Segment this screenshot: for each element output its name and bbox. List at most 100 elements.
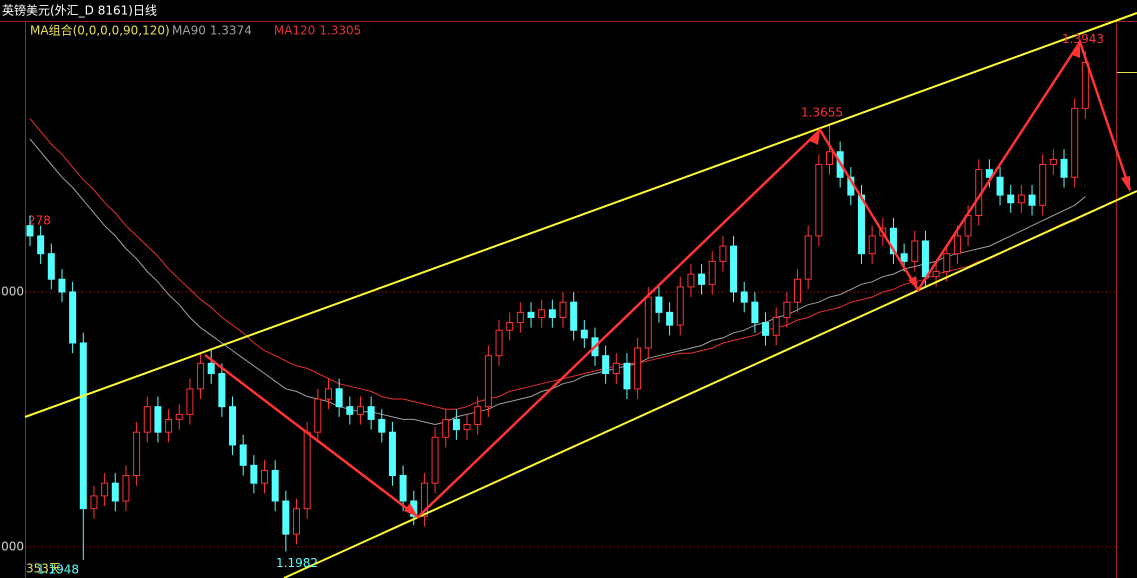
y-tick-label: 2000 <box>0 539 24 553</box>
legend-value: 1.3305 <box>319 24 361 38</box>
candle-body <box>1039 164 1047 206</box>
candle-body <box>751 301 759 324</box>
candle-body <box>1049 158 1057 166</box>
bars-count: 353天 <box>26 562 61 576</box>
candle-body <box>783 301 791 318</box>
extreme-label: 1.3943 <box>1062 32 1104 46</box>
candle-body <box>516 311 524 324</box>
arrow-head <box>908 276 918 290</box>
candle-body <box>346 406 354 415</box>
candle-body <box>356 406 364 415</box>
legend-name: MA90 <box>172 24 206 38</box>
candle-body <box>570 301 578 331</box>
candle-body <box>378 418 386 433</box>
candle-body <box>250 464 258 484</box>
candle-body <box>548 309 556 318</box>
candle-body <box>367 406 375 420</box>
candle-body <box>868 235 876 255</box>
candle-body <box>676 286 684 326</box>
candle-body <box>889 227 897 255</box>
candle-body <box>698 273 706 285</box>
candle-body <box>932 271 940 278</box>
candle-body <box>293 508 300 535</box>
candle-body <box>495 329 503 357</box>
candle-body <box>644 296 652 349</box>
candle-body <box>559 301 567 318</box>
candle-body <box>207 362 215 375</box>
candle-body <box>1017 194 1025 204</box>
candle-body <box>740 291 748 303</box>
candle-body <box>474 406 482 426</box>
candle-body <box>634 347 642 390</box>
chart-title: 英镑美元(外汇_D 8161)日线 <box>2 3 157 18</box>
candle-body <box>815 164 823 237</box>
candle-body <box>708 260 716 285</box>
candle-body <box>431 436 439 484</box>
candle-body <box>857 194 865 255</box>
grid: 3000 2000 278 <box>0 214 1116 553</box>
candle-body <box>804 235 812 280</box>
candle-body <box>218 373 226 408</box>
candle-body <box>133 431 141 477</box>
channel-lower <box>283 190 1137 578</box>
candle-body <box>111 482 119 502</box>
candle-body <box>666 311 674 326</box>
candle-body <box>69 291 77 344</box>
legend-value: 1.3374 <box>210 24 252 38</box>
candle-body <box>37 235 45 255</box>
candle-body <box>772 316 780 336</box>
candle-body <box>452 418 460 431</box>
arrow-head <box>1072 42 1080 58</box>
candle-body <box>602 355 610 375</box>
candle-body <box>623 362 631 390</box>
candle-body <box>719 245 727 262</box>
candle-body <box>420 482 428 517</box>
candle-body <box>399 475 407 502</box>
candle-body <box>921 240 929 278</box>
extreme-label: 1.1948 <box>37 563 79 577</box>
candle-body <box>335 388 343 408</box>
ma-line <box>29 118 1086 410</box>
legend-name: MA120 <box>274 24 315 38</box>
candle-body <box>122 475 130 502</box>
ma-group: MA组合(0,0,0,0,90,120) <box>30 23 170 38</box>
arrow-head <box>1121 176 1130 192</box>
candle-body <box>26 225 34 237</box>
channel-upper <box>24 12 1137 418</box>
candle-body <box>985 169 993 178</box>
candle-body <box>762 322 770 336</box>
candle-body <box>1028 194 1036 206</box>
candle-body <box>1081 62 1089 109</box>
legend: MA90 1.3374 MA120 1.3305 <box>172 24 361 38</box>
candle-body <box>1007 194 1015 204</box>
candle-body <box>324 388 332 400</box>
candle-body <box>996 176 1004 196</box>
candle-body <box>79 342 87 510</box>
candle-body <box>538 309 546 318</box>
candle-body <box>90 495 98 510</box>
candle-body <box>261 469 269 484</box>
extreme-label: 1.1982 <box>276 556 318 570</box>
candle-body <box>143 406 151 433</box>
price-marker: 278 <box>28 214 51 228</box>
candle-body <box>826 151 833 166</box>
zigzag <box>204 39 1132 519</box>
candle-body <box>463 424 471 431</box>
candle-body <box>271 469 279 502</box>
moving-averages <box>29 118 1086 426</box>
candle-body <box>484 355 492 408</box>
candle-body <box>506 322 514 331</box>
candle-body <box>900 253 908 262</box>
candle-body <box>197 362 205 390</box>
ma-line <box>29 138 1086 426</box>
candle-body <box>1071 107 1079 178</box>
candle-body <box>239 444 247 466</box>
candle-body <box>186 388 194 415</box>
candle-body <box>303 431 311 510</box>
candle-body <box>47 253 55 280</box>
candle-body <box>580 329 588 339</box>
candle-body <box>314 398 322 433</box>
candle-body <box>730 245 738 293</box>
candle-body <box>687 273 695 288</box>
